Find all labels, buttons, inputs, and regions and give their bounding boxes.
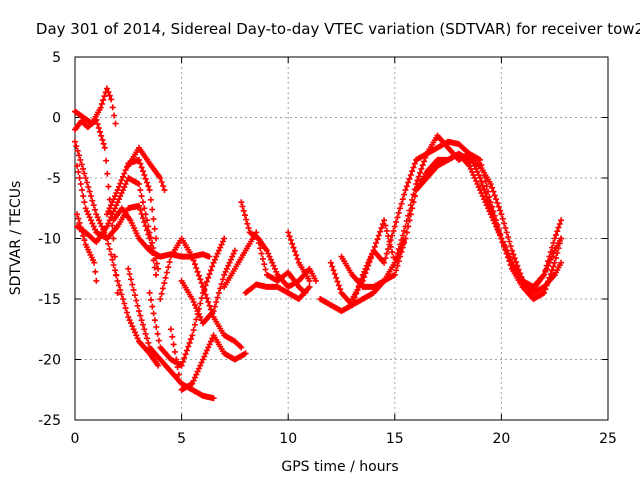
y-tick-label: 0: [52, 111, 61, 127]
series-s14: [178, 247, 238, 327]
series-s9: [110, 205, 213, 260]
series-s16: [238, 199, 319, 290]
x-tick-label: 20: [492, 431, 510, 447]
y-tick-label: -25: [38, 413, 61, 429]
series-s17: [242, 281, 313, 302]
y-axis-label: SDTVAR / TECUs: [8, 181, 24, 296]
x-tick-label: 10: [279, 431, 297, 447]
series-markers: [238, 199, 319, 290]
series-markers: [146, 235, 228, 369]
series-markers: [72, 116, 121, 296]
series-s13: [167, 326, 249, 393]
series-s12: [146, 235, 228, 369]
x-tick-label: 25: [599, 431, 617, 447]
y-tick-label: -20: [38, 353, 61, 369]
x-axis-label: GPS time / hours: [281, 459, 398, 475]
series-markers: [167, 326, 249, 393]
series-markers: [178, 247, 238, 327]
x-tick-label: 0: [71, 431, 80, 447]
series-markers: [110, 205, 213, 260]
chart-title: Day 301 of 2014, Sidereal Day-to-day VTE…: [36, 20, 640, 38]
y-tick-label: 5: [52, 50, 61, 66]
y-tick-label: -10: [38, 232, 61, 248]
series-markers: [338, 150, 565, 296]
series-markers: [242, 281, 313, 302]
series-markers: [125, 144, 168, 194]
series-s18: [285, 229, 313, 284]
x-tick-label: 5: [177, 431, 186, 447]
x-tick-label: 15: [386, 431, 404, 447]
series-s8: [125, 144, 168, 194]
series-s7: [74, 175, 162, 272]
series-markers: [285, 229, 313, 284]
series-markers: [157, 235, 245, 351]
y-tick-label: -5: [47, 171, 61, 187]
series-s2: [72, 116, 121, 296]
y-tick-label: -15: [38, 292, 61, 308]
series-s11: [157, 235, 245, 351]
series-markers: [74, 175, 162, 272]
data-series: [72, 85, 565, 402]
series-s22: [338, 150, 565, 296]
axis-ticks: 0 5 10 15 20 25 -25 -20 -15 -10 -5 0 5: [38, 50, 617, 447]
